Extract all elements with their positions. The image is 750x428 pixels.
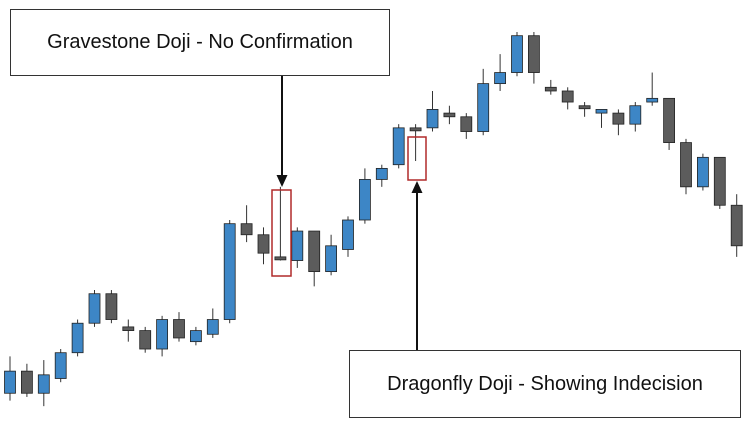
candle-body (223, 223, 236, 320)
candle-body (443, 112, 456, 118)
candle-body (173, 319, 185, 339)
candle-body (358, 179, 371, 221)
candle (392, 124, 405, 169)
candle-body (240, 223, 253, 236)
candle (20, 363, 33, 397)
dragonfly-arrow-head (411, 181, 423, 193)
candle (240, 205, 253, 243)
candle-body (88, 293, 101, 324)
candle-body (308, 230, 321, 273)
candle (646, 72, 659, 106)
candle-body (680, 142, 692, 188)
candle (308, 230, 321, 287)
candle (730, 194, 743, 257)
candle (206, 308, 219, 338)
candle (375, 164, 388, 187)
candle (460, 113, 473, 139)
gravestone-arrow-head (276, 175, 288, 187)
candle (139, 326, 152, 353)
dragonfly-callout: Dragonfly Doji - Showing Indecision (349, 350, 741, 418)
candle-body (392, 127, 405, 166)
candle-body (511, 35, 523, 73)
candle (122, 319, 135, 342)
candle (291, 227, 304, 268)
candle (511, 32, 523, 77)
candle (663, 97, 675, 150)
candles-layer (4, 32, 743, 407)
candle-body (257, 234, 270, 254)
candle-body (274, 256, 287, 261)
dragonfly-highlight-box (407, 136, 427, 181)
candle (578, 102, 591, 117)
candle (342, 216, 354, 257)
candle-body (612, 112, 625, 125)
candle (409, 124, 422, 162)
candle (173, 312, 185, 342)
gravestone-callout: Gravestone Doji - No Confirmation (10, 9, 390, 76)
candle-body (54, 352, 67, 379)
candle-body (460, 116, 473, 132)
candle-body (646, 97, 659, 103)
candle (37, 360, 50, 407)
candle (223, 220, 236, 324)
candle-body (375, 167, 388, 180)
candle-body (122, 326, 135, 331)
candle-body (206, 319, 219, 335)
candle-body (37, 374, 50, 394)
candle (697, 153, 709, 191)
candle (358, 168, 371, 224)
candle-body (561, 90, 574, 103)
candle (528, 32, 540, 84)
candle (561, 87, 574, 110)
candle (257, 227, 270, 265)
candle-body (494, 72, 507, 85)
candle-body (139, 330, 152, 350)
candle (4, 356, 16, 401)
candle-body (697, 156, 709, 188)
candle-body (730, 204, 743, 247)
candle-body (578, 105, 591, 110)
candle-body (291, 230, 304, 261)
candle-body (342, 219, 354, 250)
candle-body (71, 322, 84, 354)
candle (88, 290, 101, 327)
candle-body (713, 156, 726, 206)
candle (71, 319, 84, 357)
candle (680, 138, 692, 195)
candle-body (409, 127, 422, 132)
candle (544, 79, 557, 95)
gravestone-highlight-box (271, 189, 292, 277)
candle-body (595, 109, 608, 114)
candle (426, 90, 439, 132)
candle (477, 68, 490, 136)
candle (156, 315, 169, 357)
candle (54, 349, 67, 383)
candle-body (20, 370, 33, 394)
candle-body (156, 319, 169, 350)
candle (713, 156, 726, 209)
candle (105, 290, 118, 324)
candle-body (4, 370, 16, 394)
candle (443, 105, 456, 125)
candle-body (544, 86, 557, 92)
candle (274, 186, 287, 261)
candle-body (105, 293, 118, 320)
candle-body (528, 35, 540, 73)
candle (595, 109, 608, 128)
candle (612, 109, 625, 136)
candle-body (629, 105, 642, 125)
candle (189, 326, 202, 346)
candle (325, 234, 338, 276)
candle (629, 102, 642, 132)
candle-body (325, 245, 338, 273)
annotation-overlays (271, 76, 427, 350)
candle-body (426, 109, 439, 129)
candle-body (477, 83, 490, 132)
candle-body (189, 330, 202, 343)
candle (494, 54, 507, 91)
candle-body (663, 97, 675, 143)
